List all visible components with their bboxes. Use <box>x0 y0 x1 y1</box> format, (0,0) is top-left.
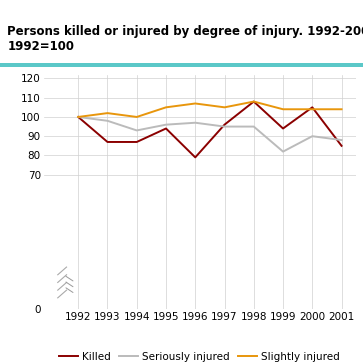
Slightly injured <box>76 115 81 119</box>
Seriously injured <box>105 119 110 123</box>
Slightly injured <box>135 115 139 119</box>
Legend: Killed, Seriously injured, Slightly injured: Killed, Seriously injured, Slightly inju… <box>55 348 344 364</box>
Killed <box>223 122 227 127</box>
Seriously injured <box>164 122 168 127</box>
Slightly injured <box>339 107 344 111</box>
Line: Killed: Killed <box>78 102 342 157</box>
Text: Persons killed or injured by degree of injury. 1992-2001.
1992=100: Persons killed or injured by degree of i… <box>7 25 363 54</box>
Seriously injured <box>339 138 344 142</box>
Seriously injured <box>281 149 285 154</box>
Killed <box>281 126 285 131</box>
Seriously injured <box>193 120 197 125</box>
Killed <box>339 144 344 148</box>
Killed <box>310 105 314 110</box>
Slightly injured <box>193 101 197 106</box>
Killed <box>105 140 110 144</box>
Seriously injured <box>76 115 81 119</box>
Seriously injured <box>135 128 139 132</box>
Slightly injured <box>310 107 314 111</box>
Slightly injured <box>105 111 110 115</box>
Line: Slightly injured: Slightly injured <box>78 102 342 117</box>
Seriously injured <box>310 134 314 138</box>
Killed <box>252 99 256 104</box>
Slightly injured <box>252 99 256 104</box>
Seriously injured <box>223 124 227 129</box>
Killed <box>164 126 168 131</box>
Killed <box>76 115 81 119</box>
Seriously injured <box>252 124 256 129</box>
Slightly injured <box>164 105 168 110</box>
Killed <box>193 155 197 159</box>
Line: Seriously injured: Seriously injured <box>78 117 342 151</box>
Killed <box>135 140 139 144</box>
Slightly injured <box>281 107 285 111</box>
Slightly injured <box>223 105 227 110</box>
